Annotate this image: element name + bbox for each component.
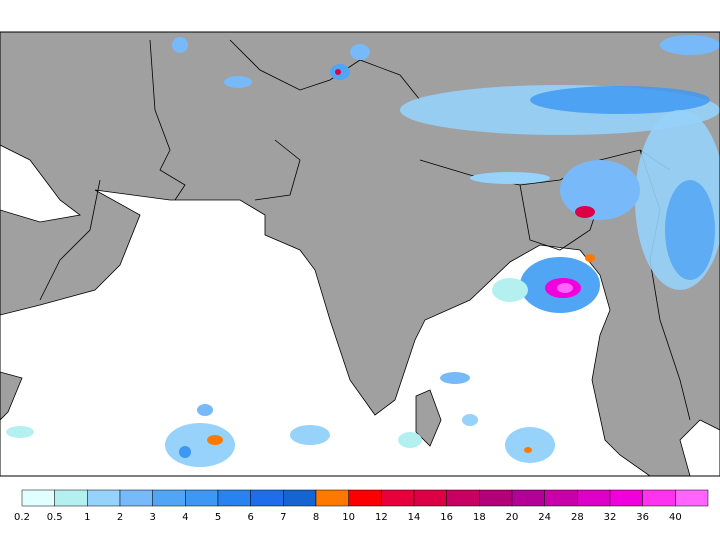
precip-area	[197, 404, 213, 416]
colorbar-swatch	[577, 489, 611, 507]
colorbar-swatch	[250, 489, 284, 507]
precip-area	[492, 278, 528, 302]
colorbar-label: 4	[182, 512, 188, 523]
colorbar-swatch	[479, 489, 513, 507]
precip-area	[172, 37, 188, 53]
colorbar-swatch	[446, 489, 480, 507]
precip-area	[350, 44, 370, 60]
colorbar-label: 40	[669, 512, 682, 523]
precip-core	[575, 206, 595, 218]
colorbar-label: 24	[538, 512, 551, 523]
colorbar-swatch	[119, 489, 153, 507]
precip-area	[470, 172, 550, 184]
colorbar-label: 36	[636, 512, 649, 523]
colorbar-swatch	[675, 489, 709, 507]
precip-core	[557, 283, 573, 293]
colorbar-swatch	[413, 489, 447, 507]
colorbar-label: 1	[84, 512, 90, 523]
colorbar-swatch	[87, 489, 121, 507]
precip-core	[335, 69, 341, 75]
colorbar-label: 7	[280, 512, 286, 523]
precip-area	[6, 426, 34, 438]
colorbar: 0.2 0.5 1 2 3 4 5 6 7 8 10 12 14 16 18 20 24 28 32 36 40	[14, 489, 709, 523]
colorbar-swatch	[642, 489, 676, 507]
colorbar-swatch	[511, 489, 545, 507]
colorbar-label: 6	[247, 512, 253, 523]
colorbar-label: 18	[473, 512, 486, 523]
precip-area	[224, 76, 252, 88]
colorbar-label: 14	[408, 512, 421, 523]
precip-area	[660, 35, 720, 55]
precip-area	[179, 446, 191, 458]
precip-core	[524, 447, 532, 453]
ocean	[0, 189, 652, 477]
somalia	[0, 371, 23, 421]
colorbar-label: 0.2	[14, 512, 30, 523]
colorbar-label: 32	[604, 512, 617, 523]
colorbar-swatch	[152, 489, 186, 507]
colorbar-label: 12	[375, 512, 388, 523]
precip-area	[440, 372, 470, 384]
borders	[39, 39, 691, 421]
colorbar-label: 16	[440, 512, 453, 523]
colorbar-swatch	[609, 489, 643, 507]
colorbar-swatch	[21, 489, 55, 507]
colorbar-label: 2	[117, 512, 123, 523]
map-frame	[0, 31, 720, 477]
colorbar-swatch	[283, 489, 317, 507]
colorbar-swatch	[217, 489, 251, 507]
colorbar-swatch	[544, 489, 578, 507]
colorbar-label: 8	[313, 512, 319, 523]
precip-area	[165, 423, 235, 467]
precip-area	[505, 427, 555, 463]
precip-area	[665, 180, 715, 280]
colorbar-label: 20	[506, 512, 519, 523]
precip-core	[585, 254, 595, 262]
precip-area	[398, 432, 422, 448]
precipitation	[6, 35, 720, 467]
colorbar-label: 10	[342, 512, 355, 523]
colorbar-label: 3	[149, 512, 155, 523]
precip-area	[290, 425, 330, 445]
sri-lanka	[415, 389, 442, 447]
colorbar-swatch	[185, 489, 219, 507]
colorbar-swatch	[381, 489, 415, 507]
colorbar-swatch	[54, 489, 88, 507]
colorbar-label: 28	[571, 512, 584, 523]
map	[0, 31, 720, 477]
colorbar-swatch	[348, 489, 382, 507]
precip-core	[207, 435, 223, 445]
persian-gulf	[0, 144, 81, 223]
precip-area	[560, 160, 640, 220]
colorbar-swatch	[315, 489, 349, 507]
colorbar-label: 0.5	[47, 512, 63, 523]
precip-area	[530, 86, 710, 114]
precip-area	[462, 414, 478, 426]
colorbar-label: 5	[215, 512, 221, 523]
